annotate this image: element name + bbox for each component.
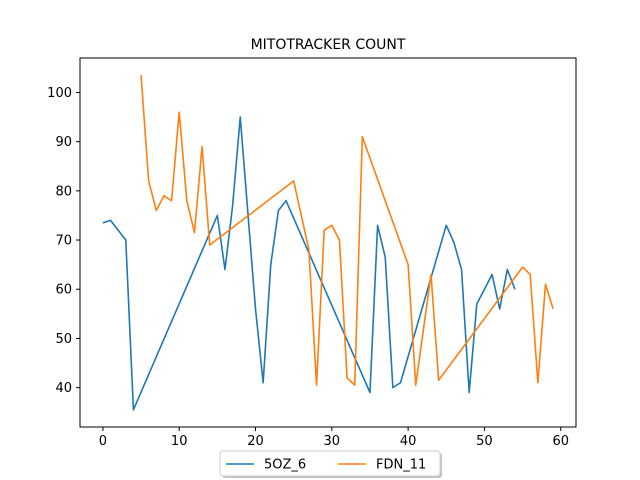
y-tick-label: 50	[55, 332, 72, 347]
x-axis: 0 10 20 30 40 50 60	[99, 427, 569, 449]
series-layer	[102, 75, 554, 411]
x-tick-label: 0	[99, 434, 107, 449]
plot-frame	[79, 57, 577, 428]
legend-box	[219, 450, 441, 477]
series-line-1	[102, 116, 516, 411]
y-axis: 40 50 60 70 80 90 100	[47, 86, 80, 396]
y-tick-label: 40	[55, 381, 72, 396]
x-tick-label: 40	[400, 434, 417, 449]
y-tick-label: 100	[47, 86, 72, 101]
y-tick-label: 60	[55, 283, 72, 298]
x-tick-label: 20	[247, 434, 264, 449]
series-line-2	[140, 75, 554, 386]
legend-label-2: FDN_11	[376, 458, 426, 473]
y-tick-label: 80	[55, 184, 72, 199]
x-tick-label: 50	[476, 434, 493, 449]
y-tick-label: 70	[55, 234, 72, 249]
x-tick-label: 10	[171, 434, 188, 449]
x-tick-label: 60	[552, 434, 569, 449]
legend-label-1: 5OZ_6	[264, 458, 306, 473]
y-tick-label: 90	[55, 135, 72, 150]
x-tick-label: 30	[324, 434, 341, 449]
legend: 5OZ_6 FDN_11	[219, 450, 442, 478]
chart-title: MITOTRACKER COUNT	[251, 37, 406, 53]
